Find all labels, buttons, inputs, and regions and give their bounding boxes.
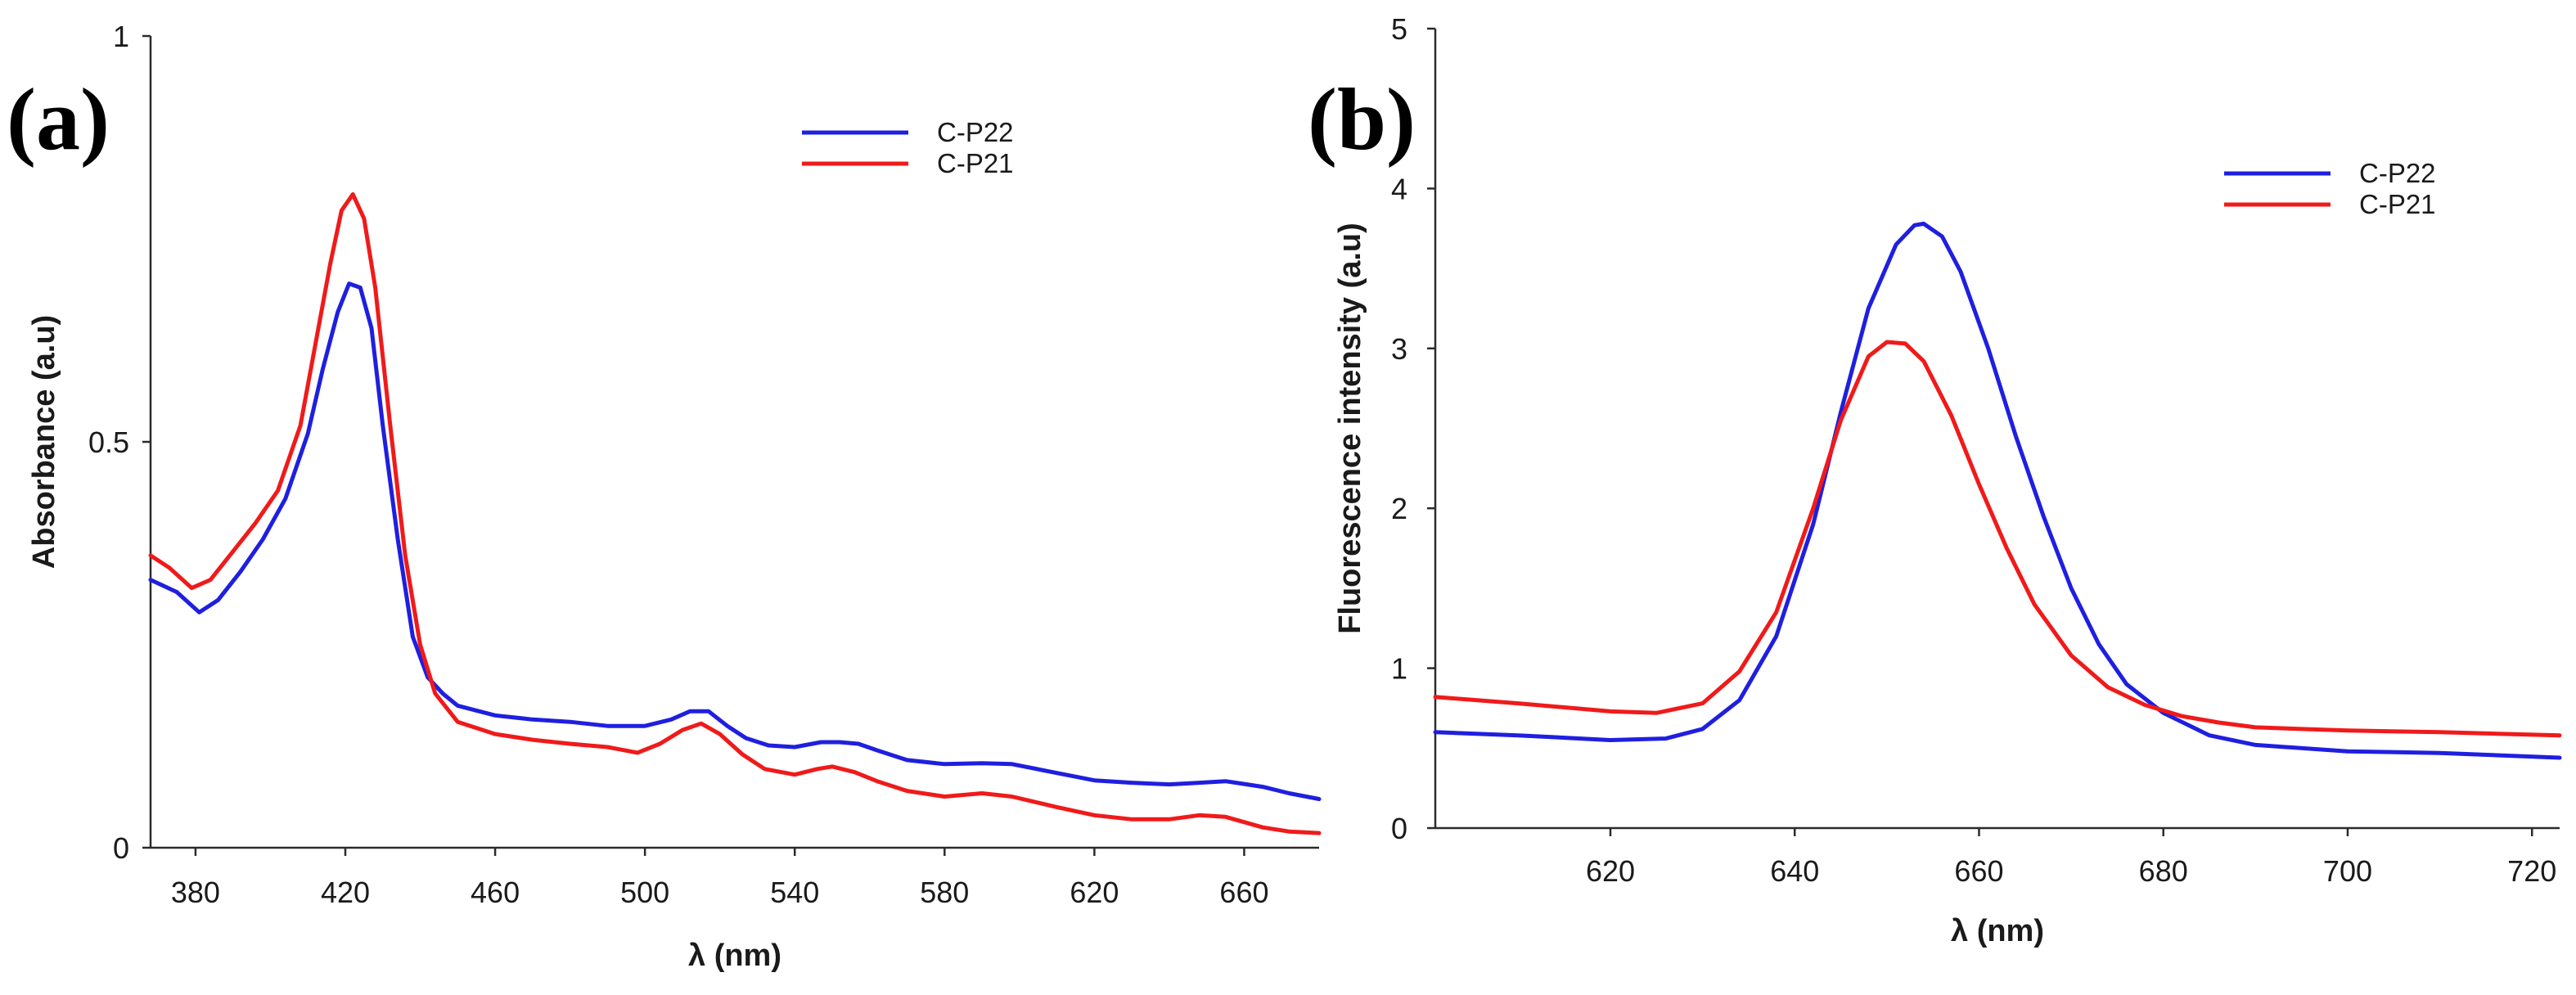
x-tick-label: 620 — [1586, 854, 1635, 888]
y-tick-label: 0.5 — [88, 425, 129, 459]
y-axis-title: Fluorescence intensity (a.u) — [1333, 223, 1367, 634]
x-tick-label: 420 — [321, 876, 370, 909]
x-axis-title: λ (nm) — [1951, 914, 2044, 948]
x-tick-label: 500 — [620, 876, 669, 909]
x-tick-label: 640 — [1770, 854, 1819, 888]
x-tick-label: 660 — [1219, 876, 1268, 909]
panel-label-a: (a) — [7, 71, 110, 169]
legend-label: C-P21 — [2359, 189, 2436, 219]
panel-label-b: (b) — [1308, 71, 1416, 169]
series-line-c-p22 — [1433, 221, 2562, 760]
y-tick-label: 5 — [1391, 12, 1407, 46]
y-axis-title: Absorbance (a.u) — [27, 315, 61, 569]
x-axis-title: λ (nm) — [688, 939, 781, 973]
y-tick-label: 4 — [1391, 172, 1407, 205]
x-tick-label: 540 — [770, 876, 819, 909]
x-tick-label: 380 — [171, 876, 220, 909]
series-line-c-p22 — [148, 281, 1322, 801]
y-tick-label: 1 — [1391, 652, 1407, 686]
x-tick-label: 680 — [2139, 854, 2188, 888]
legend-label: C-P21 — [937, 148, 1014, 178]
x-tick-label: 660 — [1954, 854, 2003, 888]
legend-label: C-P22 — [2359, 158, 2436, 188]
x-tick-label: 580 — [920, 876, 969, 909]
series-line-c-p21 — [148, 191, 1322, 835]
y-tick-label: 3 — [1391, 332, 1407, 366]
plot-area-b: 0 1 2 3 4 5 620 640 660 680 700 720 λ (nm) Fluorescen… — [1333, 12, 2562, 948]
y-tick-label: 0 — [113, 831, 129, 865]
x-tick-label: 620 — [1070, 876, 1119, 909]
y-tick-label: 0 — [1391, 812, 1407, 845]
x-tick-label: 460 — [471, 876, 520, 909]
y-tick-label: 2 — [1391, 492, 1407, 525]
x-tick-label: 700 — [2323, 854, 2372, 888]
series-line-c-p21 — [1433, 340, 2562, 738]
x-tick-label: 720 — [2507, 854, 2556, 888]
legend-label: C-P22 — [937, 117, 1014, 147]
y-tick-label: 1 — [113, 20, 129, 53]
plot-area-a: 0 0.5 1 380 420 460 500 540 580 620 660 λ (nm) Absor… — [27, 20, 1322, 973]
